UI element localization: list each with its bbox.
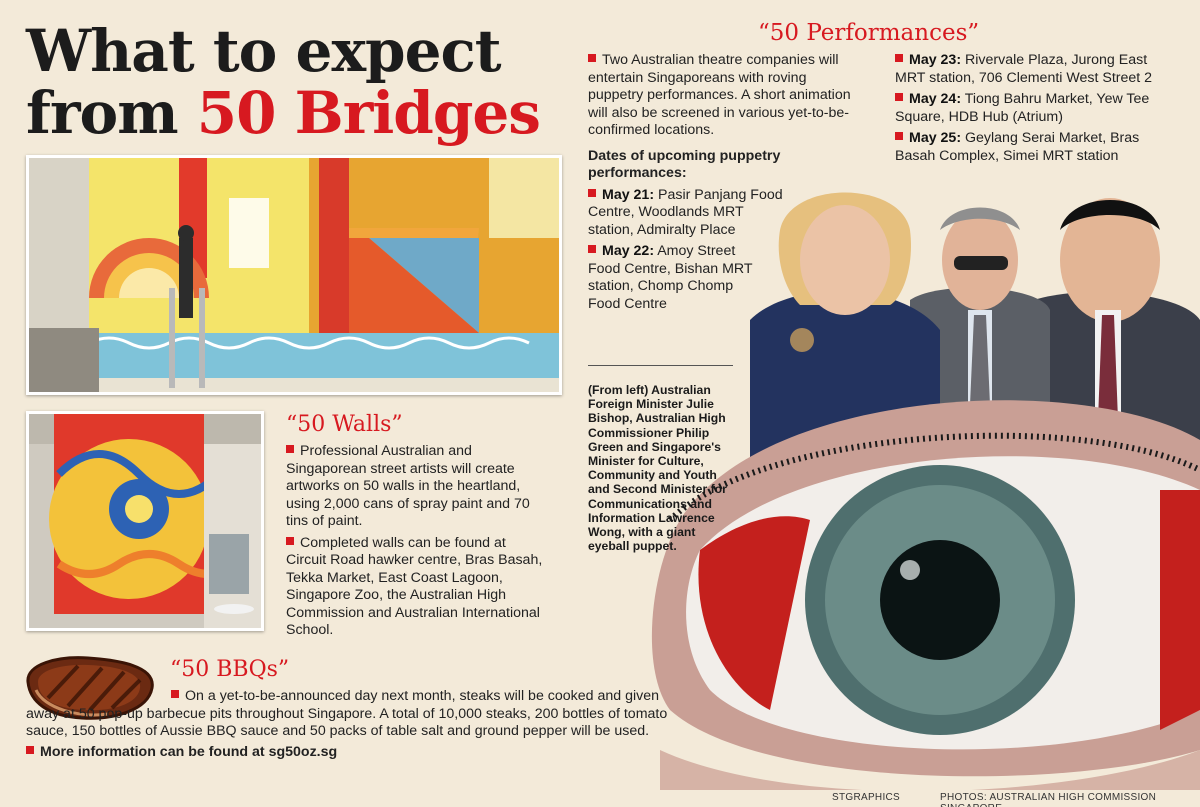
date-item-may22: May 22: Amoy Street Food Centre, Bishan … [588,243,768,313]
bullet-icon [26,745,34,754]
bullet-icon [588,245,596,253]
performances-intro-text: Two Australian theatre companies will en… [588,52,851,138]
walls-title: “50 Walls” [286,412,403,437]
walls-body: Professional Australian and Singaporean … [286,443,546,640]
date-item-may21: May 21: Pasir Panjang Food Centre, Woodl… [588,187,788,240]
bbqs-paragraph: On a yet-to-be-announced day next month,… [26,688,676,741]
walls-paragraph-2: Completed walls can be found at Circuit … [286,535,546,640]
date-item-may23: May 23: Rivervale Plaza, Jurong East MRT… [895,52,1175,87]
date-places: Rivervale Plaza, Jurong East MRT station… [895,52,1153,86]
performances-col-2: May 23: Rivervale Plaza, Jurong East MRT… [895,52,1175,169]
bullet-icon [171,690,179,698]
walls-paragraph-1: Professional Australian and Singaporean … [286,443,546,531]
walls-section: “50 Walls” Professional Australian and S… [286,412,546,644]
headline: What to expect from 50 Bridges [26,20,586,144]
eyeball-photo [640,190,1200,792]
bullet-icon [895,54,903,62]
wall-artwork-image [29,414,261,628]
mural-photo [26,155,562,395]
more-info-text: More information can be found at sg50oz.… [40,743,338,760]
walls-p2-text: Completed walls can be found at Circuit … [286,534,543,639]
more-info: More information can be found at sg50oz.… [26,744,676,762]
bullet-icon [286,536,294,545]
wall-photo [26,411,264,631]
performances-title: “50 Performances” [758,20,980,46]
bbqs-p1-text: On a yet-to-be-announced day next month,… [26,688,668,739]
photo-caption: (From left) Australian Foreign Minister … [588,383,727,554]
date-item-may25: May 25: Geylang Serai Market, Bras Basah… [895,130,1145,165]
date-places: Pasir Panjang Food Centre, Woodlands MRT… [588,186,783,238]
headline-line1: What to expect [26,17,502,85]
credit-photos: PHOTOS: AUSTRALIAN HIGH COMMISSION SINGA… [940,792,1157,807]
date-label: May 24: [909,91,962,107]
steak-icon [18,652,162,724]
bbqs-title: “50 BBQs” [170,657,290,682]
date-label: May 22: [602,243,655,259]
mural-artwork-image [29,158,559,392]
bullet-icon [588,188,596,197]
dates-heading: Dates of upcoming puppetry performances: [588,147,781,182]
headline-prefix: from [26,79,197,147]
bullet-icon [588,54,596,62]
performances-intro: Two Australian theatre companies will en… [588,52,858,140]
credit-graphics: STGRAPHICS [832,792,901,803]
date-label: May 21: [602,186,655,203]
section-divider [588,365,733,366]
bullet-icon [895,93,903,101]
performances-col-1: Two Australian theatre companies will en… [588,52,858,317]
date-places: Amoy Street Food Centre, Bishan MRT stat… [588,243,753,312]
bullet-icon [286,445,294,453]
date-label: May 23: [909,52,962,68]
date-places: Tiong Bahru Market, Yew Tee Square, HDB … [895,91,1150,125]
ministers-eyeball-image [651,192,1200,792]
headline-highlight: 50 Bridges [196,79,541,147]
date-item-may24: May 24: Tiong Bahru Market, Yew Tee Squa… [895,91,1175,126]
date-places: Geylang Serai Market, Bras Basah Complex… [895,130,1140,164]
bbqs-body: On a yet-to-be-announced day next month,… [26,688,676,765]
date-label: May 25: [909,130,962,146]
bullet-icon [895,132,903,140]
walls-p1-text: Professional Australian and Singaporean … [286,443,530,529]
headline-line2: from 50 Bridges [26,82,586,144]
